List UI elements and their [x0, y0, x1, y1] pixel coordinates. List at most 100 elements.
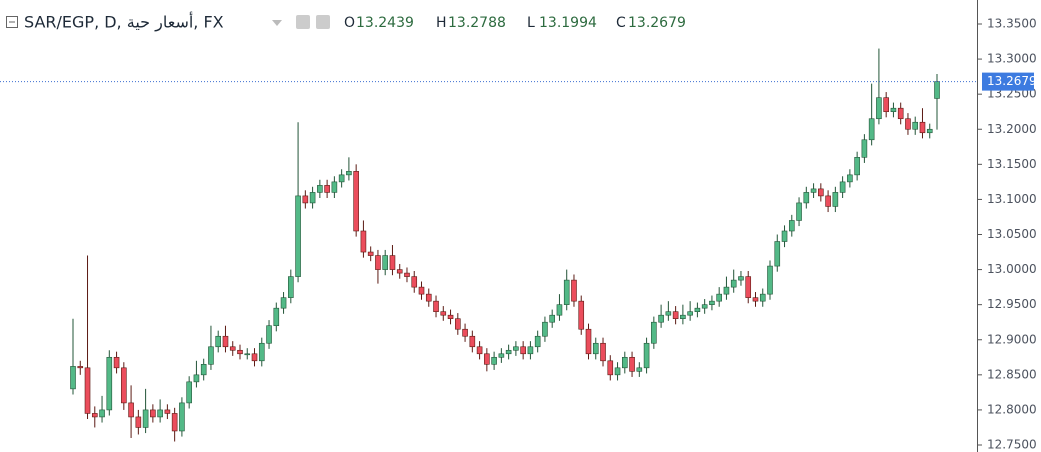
candle-body — [84, 367, 91, 414]
ohlc-key: L — [527, 15, 535, 31]
eye-icon[interactable] — [296, 15, 310, 29]
ohlc-value: 13.2788 — [448, 15, 506, 31]
candle-body — [491, 356, 497, 365]
candle-body — [404, 272, 410, 277]
candle-body — [338, 174, 345, 183]
candle-body — [818, 188, 824, 197]
candle-body — [730, 279, 737, 288]
candle-body — [868, 118, 875, 141]
candle-body — [781, 230, 788, 242]
candle-body — [396, 269, 403, 274]
chart-title: SAR/EGP, D, أسعار حية, FX — [24, 12, 224, 33]
candle-body — [542, 321, 548, 337]
candle-body — [897, 107, 904, 120]
candle-body — [876, 97, 882, 120]
candle-body — [295, 195, 301, 277]
candle-body — [469, 335, 476, 348]
candle-body — [280, 297, 287, 309]
ohlc-value: 13.1994 — [539, 15, 597, 31]
candle-body — [346, 171, 352, 176]
candle-body — [462, 328, 468, 337]
candle-body — [926, 128, 933, 134]
y-tick-label: 12.9500 — [987, 297, 1037, 311]
ohlc-key: C — [616, 15, 626, 31]
candle-body — [825, 195, 831, 207]
settings-icon[interactable] — [316, 15, 330, 29]
y-tick-label: 13.1000 — [987, 192, 1037, 206]
candle-body — [767, 265, 773, 295]
y-tick-label: 13.3500 — [987, 17, 1037, 31]
candle-body — [150, 409, 156, 418]
y-tick-label: 12.8500 — [987, 367, 1037, 381]
candle-body — [128, 402, 134, 418]
candle-body — [266, 325, 272, 344]
candle-body — [273, 307, 280, 327]
ohlc-key: O — [344, 15, 355, 31]
candle-body — [549, 314, 555, 323]
candle-body — [658, 314, 664, 323]
candle-body — [629, 356, 635, 372]
candle-body — [244, 353, 251, 356]
candle-body — [738, 276, 744, 281]
candle-body — [179, 402, 185, 432]
candle-body — [643, 342, 650, 369]
candle-body — [375, 255, 381, 270]
ohlc-key: H — [436, 15, 447, 31]
y-tick-label: 12.9000 — [987, 332, 1037, 346]
candle-body — [353, 171, 359, 232]
candle-body — [694, 307, 701, 312]
candle-body — [382, 255, 389, 270]
dropdown-arrow[interactable] — [272, 20, 282, 26]
candle-body — [796, 202, 802, 221]
candle-body — [171, 413, 178, 432]
candle-body — [237, 349, 243, 355]
candle-body — [258, 342, 265, 362]
y-tick-label: 13.3000 — [987, 52, 1037, 66]
candle-body — [803, 192, 810, 204]
candle-body — [476, 346, 483, 355]
candle-body — [883, 97, 889, 113]
candle-body — [484, 353, 490, 365]
candle-body — [839, 181, 846, 193]
candle-body — [302, 195, 309, 204]
candle-body — [672, 311, 679, 319]
candle-body — [505, 349, 512, 355]
candle-body — [563, 279, 570, 305]
candle-body — [418, 286, 425, 295]
candle-body — [498, 353, 505, 358]
candle-body — [890, 107, 897, 113]
candle-body — [665, 311, 672, 316]
candle-body — [324, 185, 330, 193]
candle-body — [774, 241, 781, 267]
candle-body — [99, 409, 105, 418]
candle-body — [164, 409, 171, 414]
candle-body — [810, 188, 817, 193]
candle-body — [745, 276, 752, 298]
candle-body — [513, 346, 519, 351]
candle-body — [288, 276, 294, 298]
candle-body — [229, 346, 236, 351]
candle-body — [309, 192, 316, 204]
candle-body — [411, 276, 418, 288]
collapse-icon[interactable] — [6, 16, 18, 28]
candle-body — [636, 367, 643, 372]
candle-body — [193, 374, 200, 383]
candle-body — [520, 346, 526, 355]
last-price-label: 13.2679 — [987, 74, 1037, 88]
candle-body — [440, 311, 447, 316]
candle-body — [752, 297, 759, 302]
candle-body — [621, 356, 628, 369]
candle-body — [157, 409, 163, 418]
candle-body — [455, 318, 461, 330]
y-tick-label: 12.7500 — [987, 438, 1037, 452]
candle-body — [687, 311, 693, 316]
candle-body — [716, 293, 722, 302]
candle-body — [534, 335, 541, 348]
candle-body — [70, 366, 76, 390]
candle-body — [709, 300, 715, 305]
ohlc-value: 13.2679 — [628, 15, 686, 31]
candle-body — [135, 416, 142, 428]
candle-body — [222, 335, 229, 348]
